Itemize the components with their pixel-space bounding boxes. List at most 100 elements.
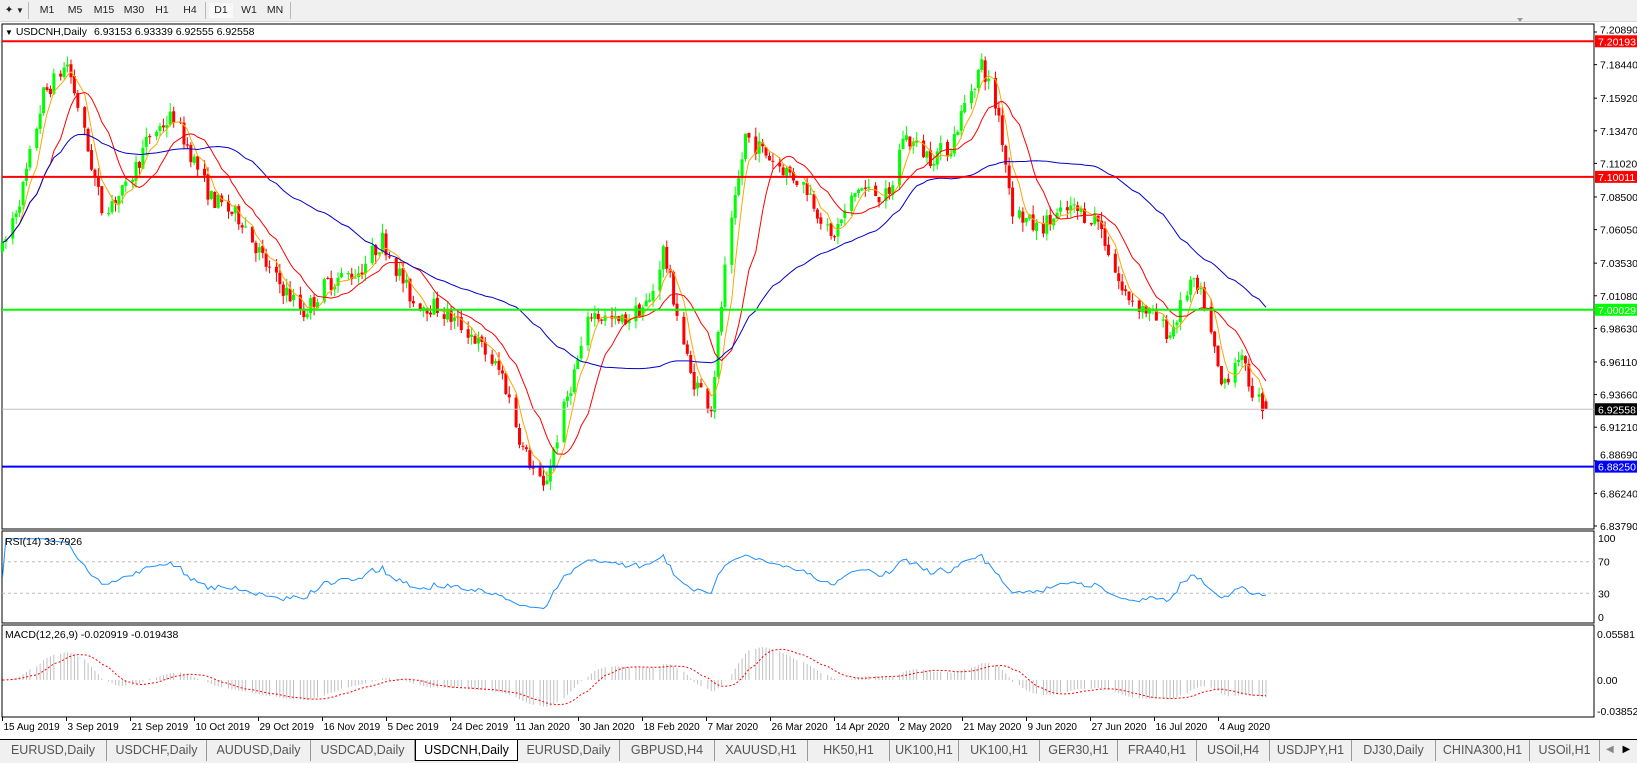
candle-body [634,305,638,322]
candle [360,263,364,280]
candle-body [230,211,234,215]
price-tag-bg [1595,170,1637,183]
timeframe-m30[interactable]: M30 [123,4,145,16]
tab-dj30-daily[interactable]: DJ30,Daily [1352,740,1436,761]
tab-usdcnh-daily[interactable]: USDCNH,Daily [415,740,518,761]
candle-body [28,148,32,168]
tab-xauusd-h1[interactable]: XAUUSD,H1 [715,740,808,761]
timeframe-m15[interactable]: M15 [93,4,115,16]
tab-scroll-arrows[interactable]: ◀ ▶ [1606,744,1630,755]
candle-body [11,218,15,239]
date-axis-label: 16 Nov 2019 [324,722,381,733]
tab-china300-h1[interactable]: CHINA300,H1 [1436,740,1530,761]
candle-body [1120,281,1124,291]
candle [35,127,39,151]
rsi-line [2,538,1267,610]
candle [237,204,241,230]
tab-uk100-h1[interactable]: UK100,H1 [890,740,959,761]
candle [514,393,518,429]
tab-fra40-h1[interactable]: FRA40,H1 [1118,740,1197,761]
candle [1154,303,1158,321]
candle-body [565,396,569,401]
candle-body [904,135,908,140]
tab-usdjpy-h1[interactable]: USDJPY,H1 [1270,740,1352,761]
tab-eurusd-daily[interactable]: EURUSD,Daily [518,740,620,761]
timeframe-mn[interactable]: MN [266,4,284,16]
candle [377,251,381,257]
candle-body [867,186,871,189]
macd-signal-line [2,648,1266,706]
candle-body [83,107,87,128]
candle-body [401,268,405,284]
collapse-triangle-icon[interactable]: ▼ [5,28,13,37]
timeframe-m5[interactable]: M5 [67,4,83,16]
candle-body [579,345,583,359]
tab-eurusd-daily[interactable]: EURUSD,Daily [0,740,107,761]
date-axis-label: 16 Jul 2020 [1156,722,1208,733]
candle [668,264,672,278]
candle-body [596,313,600,320]
candle [1048,206,1052,231]
candle [922,134,926,159]
line-tools-icon[interactable]: ✦ [4,4,14,16]
candle [600,318,604,325]
candle-body [425,308,429,314]
candle-body [1185,295,1189,301]
candle [819,212,823,230]
candle-body [528,450,532,468]
candle [90,144,94,172]
candle [96,168,100,196]
candle-body [767,155,771,161]
candle-body [52,73,56,94]
candle-body [1072,204,1076,206]
candle [226,194,230,219]
price-axis-label: 7.15920 [1600,93,1637,105]
candle [370,237,374,265]
candle-body [685,344,689,354]
candle [1065,200,1069,219]
candle-body [1048,214,1052,224]
candle [76,89,80,112]
candle [815,208,819,224]
timeframe-h4[interactable]: H4 [183,4,197,16]
candle [288,281,292,303]
tab-usoil-h4[interactable]: USOil,H4 [1197,740,1270,761]
tab-usdchf-daily[interactable]: USDCHF,Daily [107,740,207,761]
chart-window[interactable]: 7.20890 7.18440 7.15920 7.13470 7.11020 7.085… [0,0,1637,740]
candle-body [1045,215,1049,234]
tab-hk50-h1[interactable]: HK50,H1 [808,740,890,761]
tab-uk100-h1[interactable]: UK100,H1 [959,740,1040,761]
candle-body [14,213,18,218]
date-axis-label: 2 May 2020 [900,722,953,733]
candle-body [93,169,97,178]
candle-body [949,153,953,157]
dropdown-arrow-icon[interactable]: ▼ [16,6,24,15]
candle [1059,200,1063,217]
candle-body [1035,222,1039,231]
ohlc-label: 6.93153 6.93339 6.92555 6.92558 [93,26,255,38]
candle [928,141,932,169]
timeframe-d1[interactable]: D1 [209,3,233,18]
candle-body [432,299,436,315]
candle [976,68,980,93]
candle [795,180,799,188]
timeframe-h1[interactable]: H1 [155,4,169,16]
candle-body [35,128,39,149]
tab-gbpusd-h4[interactable]: GBPUSD,H4 [620,740,715,761]
timeframe-m1[interactable]: M1 [39,4,55,16]
scroll-left-icon[interactable]: ◀ [1606,744,1614,755]
candle [11,211,15,245]
candle [802,181,806,194]
tab-audusd-daily[interactable]: AUDUSD,Daily [207,740,311,761]
candle-body [254,242,258,254]
candle [316,298,320,309]
candle-body [785,167,789,176]
candle [1264,398,1268,410]
scroll-right-icon[interactable]: ▶ [1622,744,1631,755]
timeframe-w1[interactable]: W1 [241,4,257,16]
tab-ger30-h1[interactable]: GER30,H1 [1040,740,1118,761]
candle-body [411,300,415,304]
tab-usdcad-daily[interactable]: USDCAD,Daily [311,740,415,761]
tab-usoil-h1[interactable]: USOil,H1 [1530,740,1600,761]
candle-body [203,168,207,176]
